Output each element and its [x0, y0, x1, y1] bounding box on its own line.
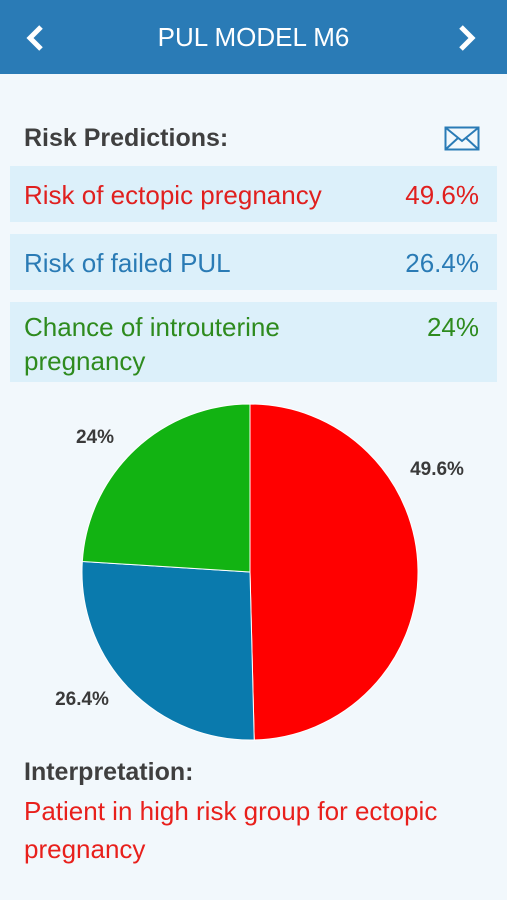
interpretation-text: Patient in high risk group for ectopic p… [24, 796, 438, 864]
section-title: Interpretation: [24, 758, 194, 786]
pie-chart: 49.6% 26.4% 24% [55, 403, 464, 741]
risk-value: 24% [426, 312, 479, 342]
risk-row: Risk of ectopic pregnancy 49.6% [10, 166, 497, 222]
back-button[interactable] [24, 24, 48, 52]
slice-label: 26.4% [55, 689, 109, 710]
forward-button[interactable] [454, 24, 478, 52]
risk-label: Chance of introuterine pregnancy [24, 312, 280, 376]
risk-label: Risk of failed PUL [24, 248, 231, 278]
risk-value: 49.6% [405, 180, 479, 210]
risk-row: Chance of introuterine pregnancy 24% [10, 302, 497, 382]
header-title: PUL MODEL M6 [157, 22, 350, 52]
mail-icon[interactable] [444, 126, 480, 152]
slice-label: 24% [76, 427, 114, 448]
pie-slice [81, 560, 255, 741]
risk-label: Risk of ectopic pregnancy [24, 180, 322, 210]
pie-slice [81, 403, 251, 573]
section-title: Risk Predictions: [24, 124, 229, 152]
header-bar: PUL MODEL M6 [0, 0, 507, 74]
risk-value: 26.4% [405, 248, 479, 278]
risk-row: Risk of failed PUL 26.4% [10, 234, 497, 290]
slice-label: 49.6% [410, 459, 464, 480]
pie-slice [249, 403, 419, 741]
